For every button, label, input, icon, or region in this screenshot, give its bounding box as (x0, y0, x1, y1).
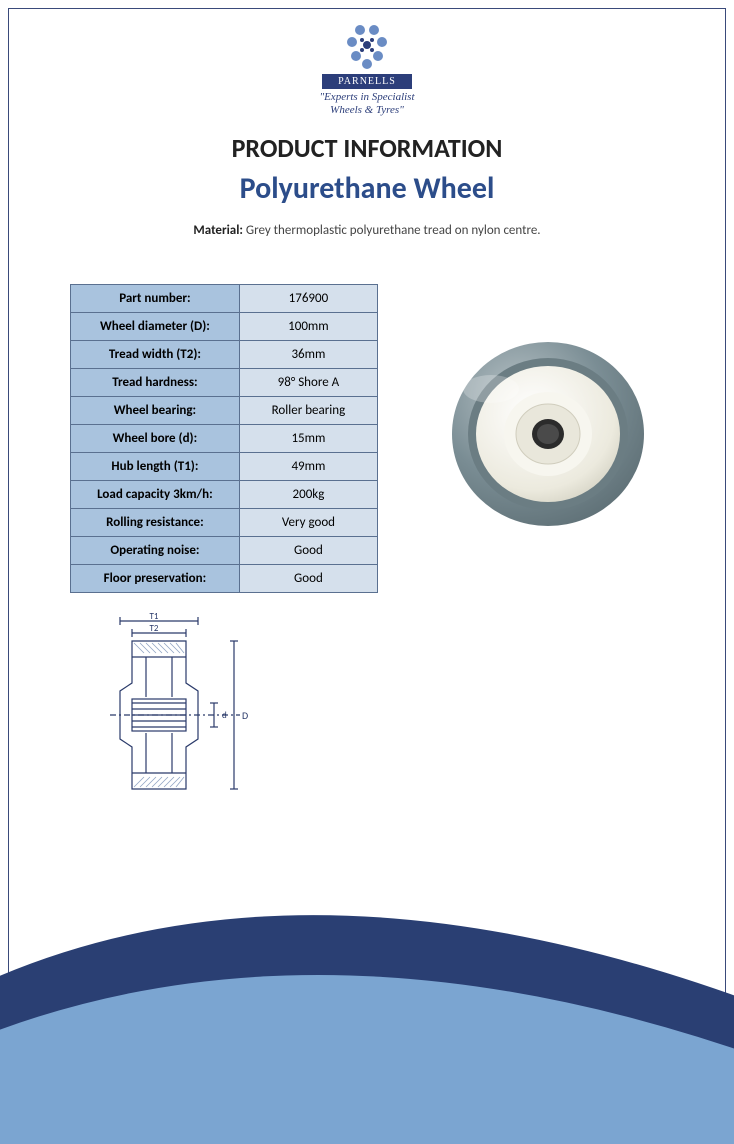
page-border (8, 8, 726, 1016)
logo-icon (340, 18, 394, 72)
